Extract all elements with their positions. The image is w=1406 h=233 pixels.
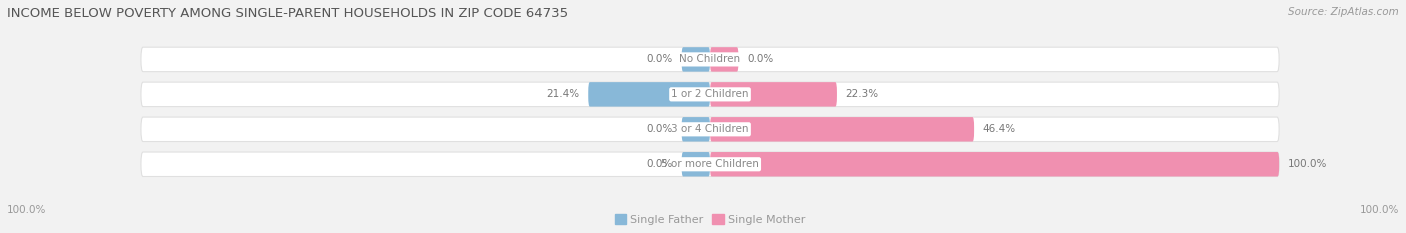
FancyBboxPatch shape [710, 152, 1279, 177]
Text: Source: ZipAtlas.com: Source: ZipAtlas.com [1288, 7, 1399, 17]
FancyBboxPatch shape [682, 117, 710, 141]
FancyBboxPatch shape [682, 152, 710, 177]
Text: 0.0%: 0.0% [647, 159, 673, 169]
Text: 21.4%: 21.4% [547, 89, 579, 99]
Text: No Children: No Children [679, 55, 741, 64]
FancyBboxPatch shape [710, 47, 738, 72]
Text: 0.0%: 0.0% [747, 55, 773, 64]
FancyBboxPatch shape [710, 82, 837, 107]
FancyBboxPatch shape [141, 117, 1279, 141]
Text: 3 or 4 Children: 3 or 4 Children [671, 124, 749, 134]
Text: 100.0%: 100.0% [1288, 159, 1327, 169]
Text: 100.0%: 100.0% [7, 205, 46, 215]
Text: 46.4%: 46.4% [983, 124, 1015, 134]
FancyBboxPatch shape [710, 117, 974, 141]
FancyBboxPatch shape [141, 47, 1279, 72]
Legend: Single Father, Single Mother: Single Father, Single Mother [610, 210, 810, 229]
Text: INCOME BELOW POVERTY AMONG SINGLE-PARENT HOUSEHOLDS IN ZIP CODE 64735: INCOME BELOW POVERTY AMONG SINGLE-PARENT… [7, 7, 568, 20]
FancyBboxPatch shape [141, 82, 1279, 107]
FancyBboxPatch shape [588, 82, 710, 107]
Text: 100.0%: 100.0% [1360, 205, 1399, 215]
Text: 5 or more Children: 5 or more Children [661, 159, 759, 169]
Text: 0.0%: 0.0% [647, 124, 673, 134]
Text: 0.0%: 0.0% [647, 55, 673, 64]
Text: 22.3%: 22.3% [845, 89, 879, 99]
FancyBboxPatch shape [141, 152, 1279, 177]
FancyBboxPatch shape [682, 47, 710, 72]
Text: 1 or 2 Children: 1 or 2 Children [671, 89, 749, 99]
